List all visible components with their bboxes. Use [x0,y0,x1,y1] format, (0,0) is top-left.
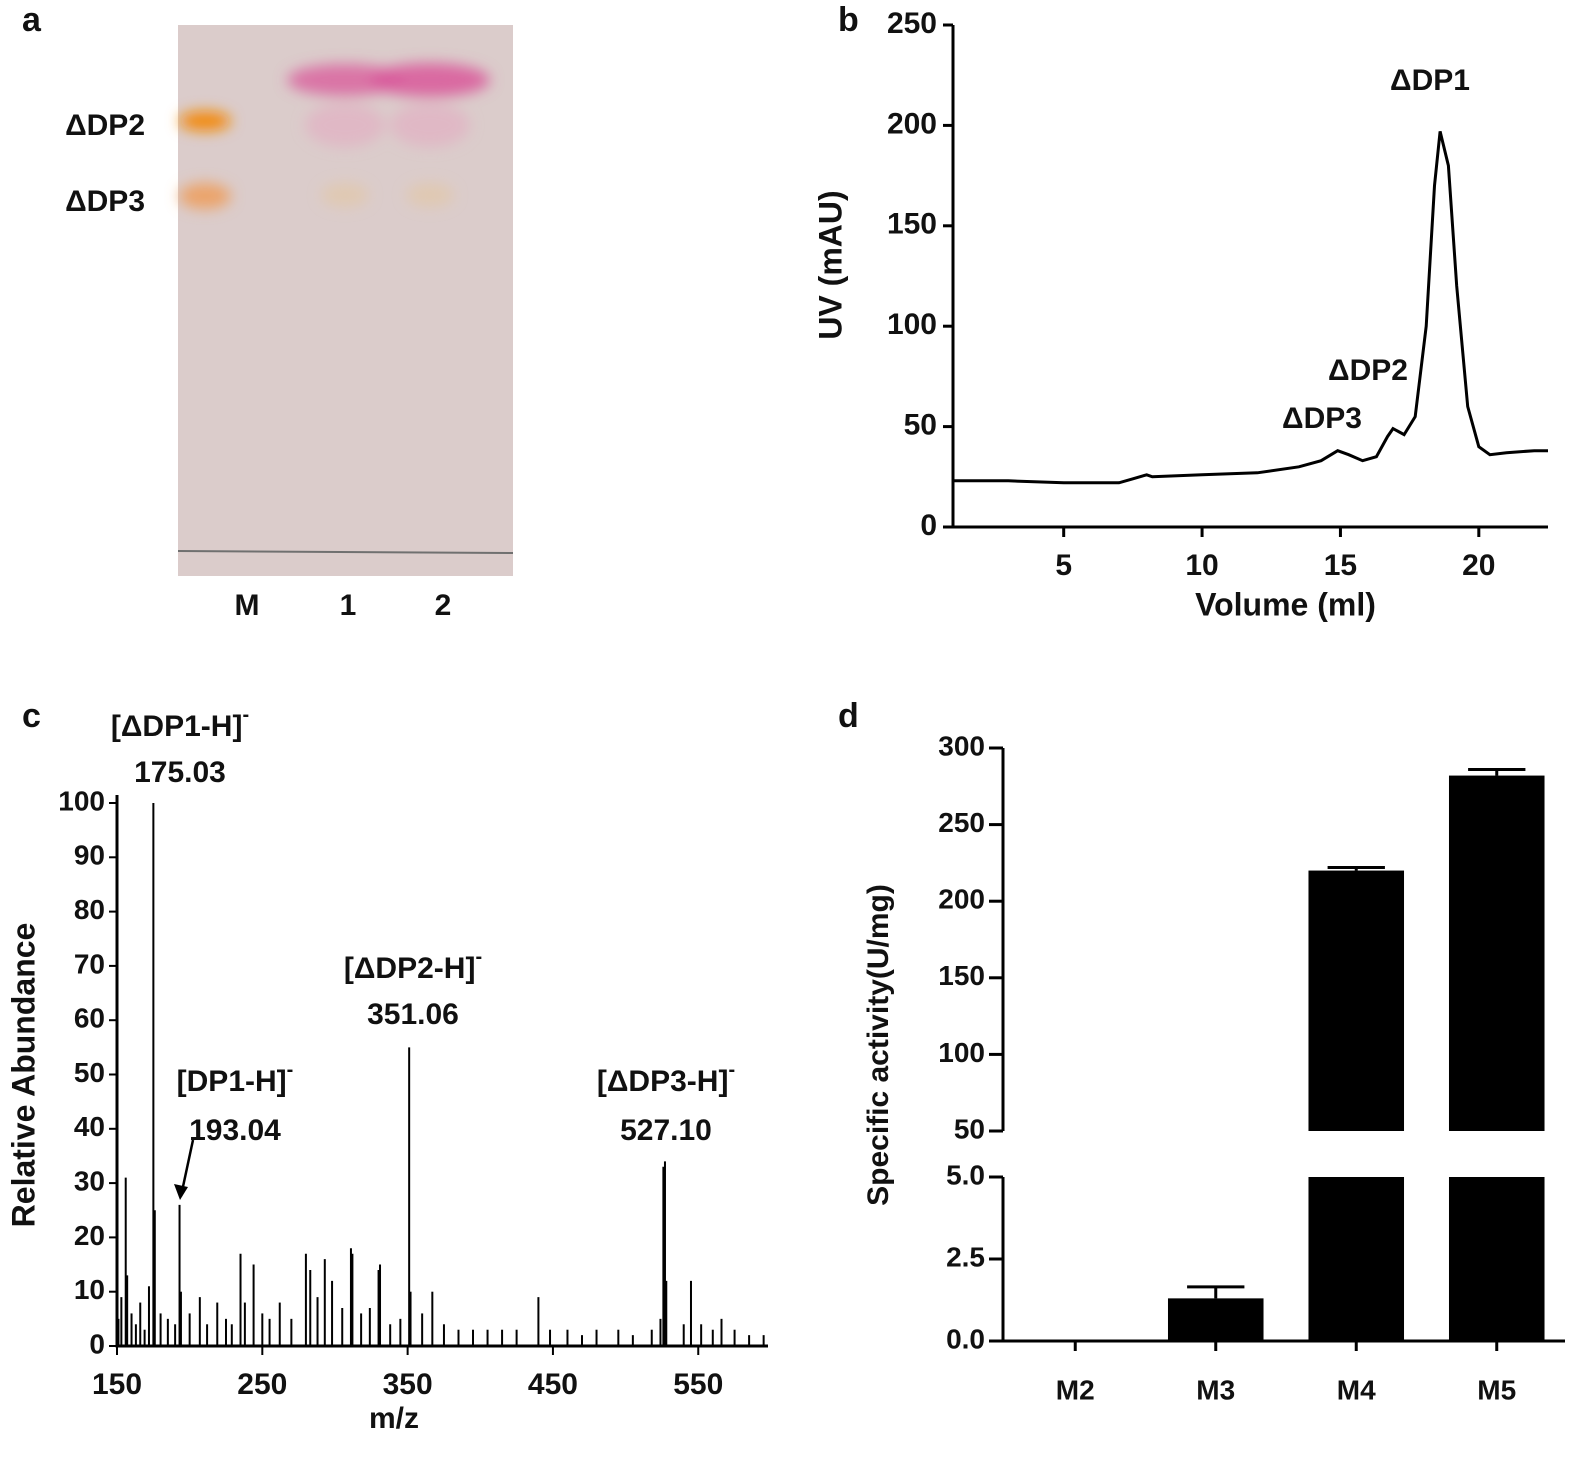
y-tick-label: 40 [74,1111,105,1142]
y-tick-label: 150 [938,960,985,991]
y-tick-label: 5.0 [946,1159,985,1190]
panel-label: b [838,1,859,39]
band-label: ΔDP2 [65,109,145,142]
y-tick-label: 100 [887,308,937,341]
y-tick-label: 50 [74,1057,105,1088]
baseline [177,550,514,554]
panel-label: c [22,697,41,735]
y-tick-label: 2.5 [946,1241,985,1272]
y-tick-label: 50 [904,409,937,442]
ion-charge: - [475,946,482,968]
x-tick-label: M3 [1196,1374,1235,1405]
y-tick-label: 0 [920,509,937,542]
axis-title: Specific activity(U/mg) [862,884,895,1206]
ion-name: [ΔDP3-H] [597,1065,729,1098]
x-tick-label: M4 [1337,1374,1376,1405]
x-tick-label: 250 [237,1368,287,1401]
axis-title: Volume (ml) [1195,586,1376,622]
y-tick-label: 0.0 [946,1323,985,1354]
uv-trace [953,131,1548,485]
panel-label: a [22,1,42,39]
y-tick-label: 100 [58,785,105,816]
peak-label: ΔDP1 [1390,64,1470,97]
x-tick-label: 20 [1462,549,1495,582]
y-tick-label: 50 [954,1113,985,1144]
tlc-plate: ΔDP2 ΔDP3 M 1 2 [65,25,514,622]
axis-title: Relative Abundance [5,923,41,1228]
y-tick-label: 200 [938,884,985,915]
bar [1167,1298,1264,1341]
lane-label: M [235,589,260,622]
y-tick-label: 0 [89,1328,105,1359]
axis [951,25,1548,529]
y-tick-label: 20 [74,1220,105,1251]
x-tick-label: 5 [1055,549,1072,582]
peak-label: ΔDP2 [1328,354,1408,387]
ion-name: [DP1-H] [177,1065,287,1098]
ion-charge: - [728,1059,735,1081]
peak-label: ΔDP3 [1282,402,1362,435]
ion-mz: 175.03 [134,756,226,789]
y-tick-label: 30 [74,1165,105,1196]
ion-label: [ΔDP2-H]- [344,946,482,985]
y-tick-label: 90 [74,840,105,871]
y-tick-label: 100 [938,1037,985,1068]
ion-charge: - [242,704,249,726]
ion-label: [DP1-H]- [177,1059,294,1098]
ion-name: [ΔDP2-H] [344,952,476,985]
y-tick-label: 60 [74,1003,105,1034]
y-tick-label: 200 [887,107,937,140]
error-bar [1187,1285,1245,1299]
arrow-head [174,1184,188,1200]
band-label: ΔDP3 [65,185,145,218]
error-bar [1468,767,1526,776]
bar [1448,775,1545,1131]
y-tick-label: 250 [938,807,985,838]
ion-label: [ΔDP3-H]- [597,1059,735,1098]
x-tick-label: 450 [528,1368,578,1401]
ion-label: [ΔDP1-H]- [111,704,249,743]
axis-title: m/z [369,1402,419,1435]
x-tick-label: 150 [92,1368,142,1401]
lane-label: 2 [435,589,452,622]
error-bar [1327,865,1385,871]
x-tick-label: M2 [1056,1374,1095,1405]
y-tick-label: 300 [938,730,985,761]
spots [179,63,490,209]
y-tick-label: 150 [887,208,937,241]
y-tick-label: 70 [74,948,105,979]
x-tick-label: M5 [1477,1374,1516,1405]
y-tick-label: 10 [74,1274,105,1305]
axis-title: UV (mAU) [812,190,848,339]
bar [1308,870,1405,1131]
bar [1448,1177,1545,1341]
y-tick-label: 250 [887,7,937,40]
ion-mz: 351.06 [367,998,459,1031]
ion-name: [ΔDP1-H] [111,710,243,743]
y-tick-label: 80 [74,894,105,925]
ion-mz: 193.04 [189,1114,281,1147]
x-tick-label: 15 [1324,549,1357,582]
x-tick-label: 10 [1185,549,1218,582]
ion-charge: - [287,1059,294,1081]
x-tick-label: 350 [383,1368,433,1401]
lane-label: 1 [340,589,357,622]
bar [1308,1177,1405,1341]
panel-label: d [838,697,859,735]
ion-mz: 527.10 [620,1114,712,1147]
x-tick-label: 550 [673,1368,723,1401]
